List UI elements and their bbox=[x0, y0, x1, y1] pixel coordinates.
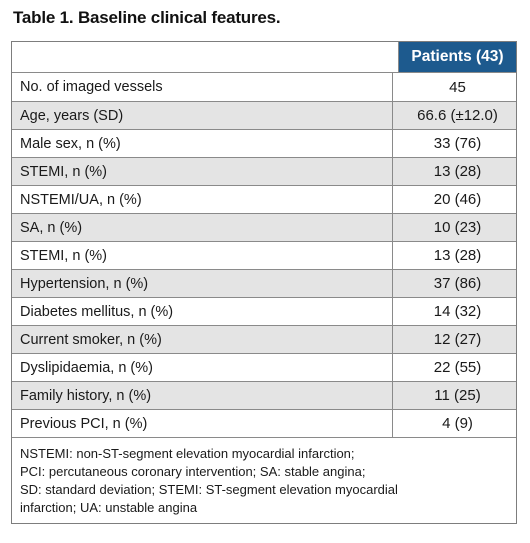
row-value: 45 bbox=[449, 78, 466, 96]
row-label: NSTEMI/UA, n (%) bbox=[12, 186, 393, 213]
footnote-line: NSTEMI: non-ST-segment elevation myocard… bbox=[20, 446, 355, 461]
clinical-features-table: Patients (43) No. of imaged vessels 45 A… bbox=[11, 41, 517, 524]
table-row: SA, n (%) 10 (23) bbox=[12, 213, 516, 241]
row-value: 12 (27) bbox=[433, 331, 482, 348]
row-value: 37 (86) bbox=[433, 275, 482, 292]
table-row: Current smoker, n (%) 12 (27) bbox=[12, 325, 516, 353]
row-label: Current smoker, n (%) bbox=[12, 326, 393, 353]
footnote-line: PCI: percutaneous coronary intervention;… bbox=[20, 464, 366, 479]
row-value: 20 (46) bbox=[433, 191, 482, 208]
table-footnote: NSTEMI: non-ST-segment elevation myocard… bbox=[12, 437, 516, 523]
row-label: Diabetes mellitus, n (%) bbox=[12, 298, 393, 325]
row-value: 11 (25) bbox=[434, 387, 481, 404]
row-label: SA, n (%) bbox=[12, 214, 393, 241]
row-label: Age, years (SD) bbox=[12, 102, 393, 129]
table-row: Age, years (SD) 66.6 (±12.0) bbox=[12, 101, 516, 129]
table-row: NSTEMI/UA, n (%) 20 (46) bbox=[12, 185, 516, 213]
table-row: Family history, n (%) 11 (25) bbox=[12, 381, 516, 409]
table-row: STEMI, n (%) 13 (28) bbox=[12, 157, 516, 185]
row-label: Family history, n (%) bbox=[12, 382, 393, 409]
row-label: STEMI, n (%) bbox=[12, 158, 393, 185]
row-label: No. of imaged vessels bbox=[12, 73, 393, 101]
header-patients-cell: Patients (43) bbox=[399, 42, 516, 72]
row-value: 4 (9) bbox=[442, 415, 473, 432]
row-label: Previous PCI, n (%) bbox=[12, 410, 393, 437]
table-row: Male sex, n (%) 33 (76) bbox=[12, 129, 516, 157]
table-row: Diabetes mellitus, n (%) 14 (32) bbox=[12, 297, 516, 325]
table-row: Dyslipidaemia, n (%) 22 (55) bbox=[12, 353, 516, 381]
footnote-line: SD: standard deviation; STEMI: ST-segmen… bbox=[20, 482, 398, 497]
row-label: Hypertension, n (%) bbox=[12, 270, 393, 297]
table-title: Table 1. Baseline clinical features. bbox=[13, 8, 281, 27]
header-label-cell bbox=[12, 42, 399, 72]
table-row: Hypertension, n (%) 37 (86) bbox=[12, 269, 516, 297]
footnote-line: infarction; UA: unstable angina bbox=[20, 500, 198, 515]
row-value: 14 (32) bbox=[433, 303, 482, 320]
row-value: 66.6 (±12.0) bbox=[417, 107, 498, 124]
row-value: 22 (55) bbox=[433, 359, 482, 376]
row-value: 13 (28) bbox=[433, 163, 482, 180]
row-label: STEMI, n (%) bbox=[12, 242, 393, 269]
row-value: 33 (76) bbox=[433, 135, 482, 152]
table-header-row: Patients (43) bbox=[12, 42, 516, 72]
table-row: No. of imaged vessels 45 bbox=[12, 72, 516, 101]
row-value: 10 (23) bbox=[433, 219, 482, 236]
row-label: Dyslipidaemia, n (%) bbox=[12, 354, 393, 381]
table-row: STEMI, n (%) 13 (28) bbox=[12, 241, 516, 269]
table-row: Previous PCI, n (%) 4 (9) bbox=[12, 409, 516, 437]
row-value: 13 (28) bbox=[433, 247, 482, 264]
row-label: Male sex, n (%) bbox=[12, 130, 393, 157]
